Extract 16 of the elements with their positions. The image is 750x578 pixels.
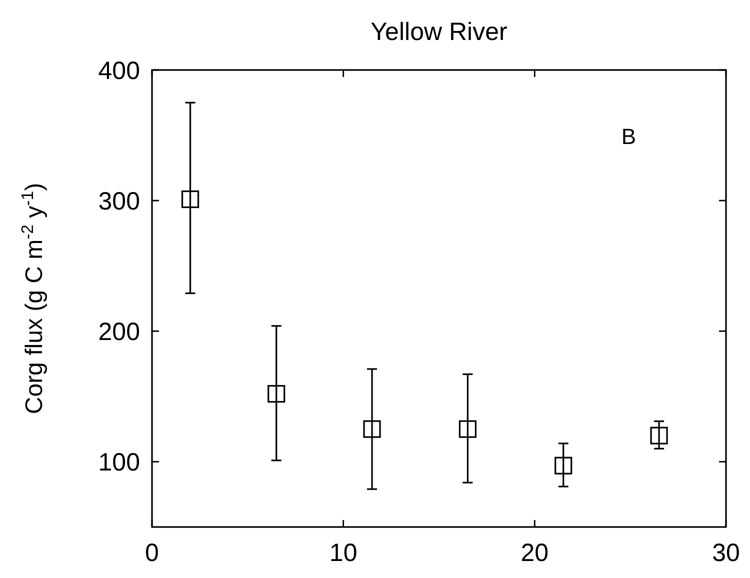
point — [554, 456, 572, 474]
y-tick-label: 100 — [98, 448, 140, 476]
annotation: B — [621, 124, 636, 149]
point — [181, 190, 200, 208]
point — [363, 420, 381, 438]
point — [268, 385, 286, 403]
point — [650, 426, 668, 444]
y-tick-label: 400 — [98, 56, 140, 85]
y-tick-label: 300 — [98, 187, 140, 216]
point — [458, 420, 476, 438]
x-tick-label: 10 — [329, 539, 358, 567]
x-tick-label: 20 — [520, 539, 549, 567]
x-tick-label: 30 — [712, 539, 740, 567]
y-tick-label: 200 — [98, 318, 140, 346]
chart-title: Yellow River — [370, 18, 508, 46]
x-tick-label: 0 — [145, 539, 159, 567]
